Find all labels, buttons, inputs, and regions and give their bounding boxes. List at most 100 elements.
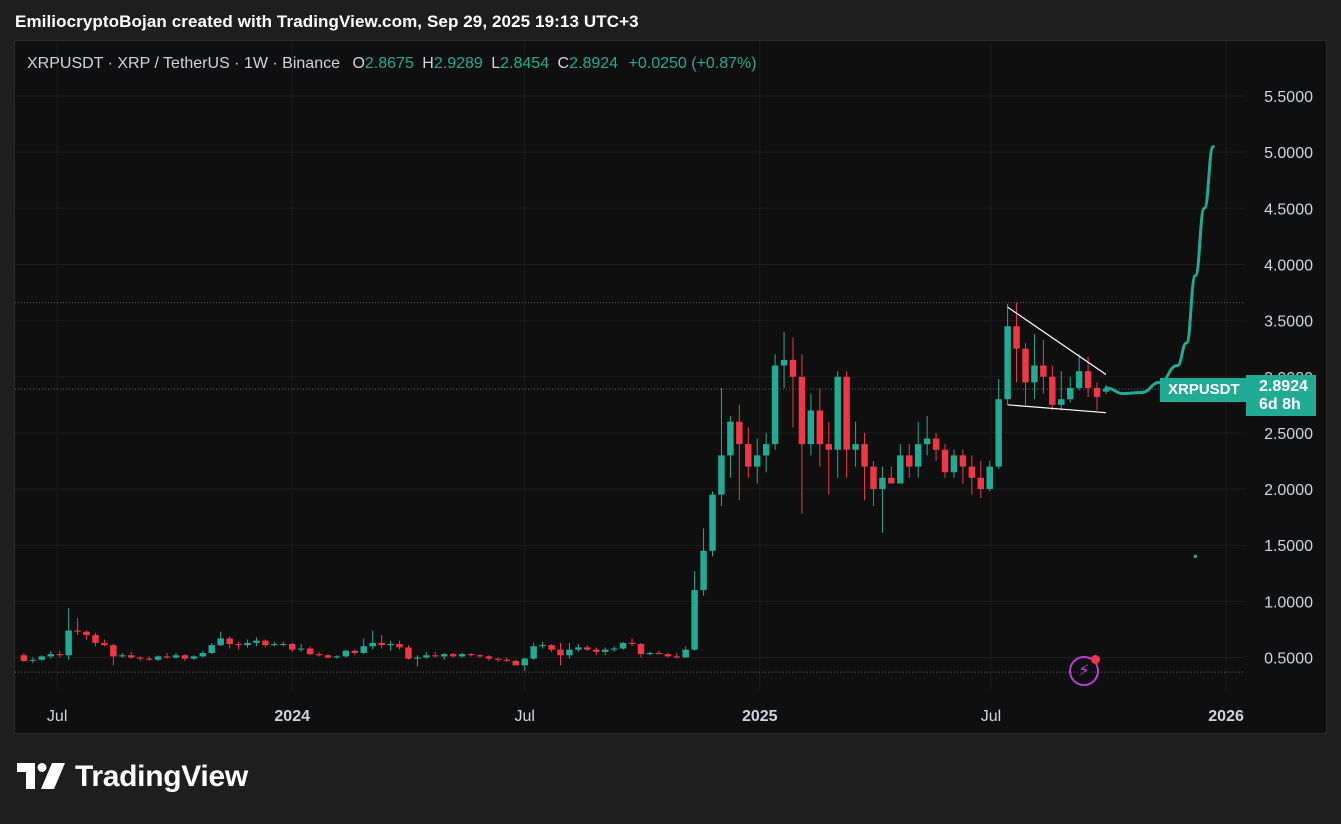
chart-caption: EmiliocryptoBojan created with TradingVi… (15, 12, 639, 31)
candle-body (163, 656, 171, 658)
candle-body (145, 658, 153, 660)
time-axis-tick-label: Jul (981, 708, 1001, 725)
candle-body (208, 645, 215, 654)
pattern-trendline (1007, 306, 1107, 375)
candle-body (521, 658, 528, 666)
candle-body (968, 466, 976, 478)
price-axis-tick-label: 2.5000 (1264, 426, 1313, 443)
time-axis-tick-label: Jul (47, 708, 67, 725)
candle-body (789, 359, 797, 377)
candle-body (986, 466, 993, 490)
price-axis-tick-label: 0.5000 (1264, 651, 1313, 668)
candle-body (709, 494, 716, 551)
candle-body (369, 642, 376, 647)
candle-body (825, 444, 832, 450)
candle-body (950, 455, 958, 473)
candle-body (593, 649, 600, 652)
candle-body (315, 654, 323, 656)
candle-body (306, 648, 314, 655)
candle-body (923, 438, 931, 445)
candle-body (762, 444, 770, 456)
candle-body (423, 655, 430, 658)
lightning-icon[interactable]: ⚡ (1069, 655, 1100, 686)
candle-body (485, 656, 493, 659)
candle-body (235, 644, 242, 646)
candle-body (432, 655, 439, 657)
price-axis-tick-label: 5.5000 (1264, 89, 1313, 106)
candle-body (83, 631, 90, 636)
candle-body (360, 646, 367, 654)
candle-body (888, 477, 895, 484)
candle-body (682, 649, 689, 658)
candle-body (879, 477, 886, 490)
legend-high-label: H (422, 55, 434, 72)
candle-body (977, 477, 985, 490)
price-axis-tick-label: 1.0000 (1264, 594, 1313, 611)
candle-body (92, 635, 99, 643)
candle-body (396, 644, 403, 648)
last-price-label: 2.8924 6d 8h (1246, 375, 1316, 416)
legend-low-value: 2.8454 (500, 55, 550, 72)
legend-low-label: L (491, 55, 501, 72)
candle-body (601, 649, 609, 652)
candle-body (566, 649, 573, 656)
time-axis-tick-label: 2024 (274, 708, 310, 725)
candle-body (297, 648, 305, 650)
candle-body (619, 642, 627, 649)
candle-body (56, 654, 63, 656)
candle-body (119, 655, 126, 657)
candle-body (539, 645, 546, 647)
candle-body (65, 630, 72, 656)
legend-close-label: C (557, 55, 570, 72)
candle-body (736, 421, 743, 445)
price-chart[interactable]: 5.50005.00004.50004.00003.50003.00002.50… (15, 41, 1328, 735)
candle-body (262, 640, 269, 646)
legend-symbol-title: XRPUSDT · XRP / TetherUS · 1W · Binance (27, 55, 340, 72)
candle-body (906, 455, 913, 467)
tradingview-wordmark: TradingView (75, 760, 248, 793)
candle-body (253, 640, 260, 643)
time-axis-tick-label: Jul (514, 708, 534, 725)
candle-body (1084, 371, 1092, 388)
candle-body (38, 656, 46, 660)
legend-change: +0.0250 (+0.87%) (628, 55, 757, 72)
candle-body (512, 660, 519, 666)
notification-dot (1091, 655, 1100, 664)
projection-curve (1104, 145, 1215, 396)
price-axis-tick-label: 2.0000 (1264, 482, 1313, 499)
candle-body (226, 638, 233, 645)
legend-open-label: O (352, 55, 365, 72)
legend-close-value: 2.8924 (569, 55, 619, 72)
candle-body (870, 466, 877, 490)
candle-body (29, 659, 37, 661)
time-axis-tick-label: 2026 (1208, 708, 1244, 725)
candle-body (673, 656, 680, 658)
candle-body (1066, 387, 1074, 400)
candle-body (1004, 326, 1011, 400)
candle-body (47, 654, 54, 657)
bar-countdown: 6d 8h (1259, 396, 1301, 413)
chart-pane[interactable]: 5.50005.00004.50004.00003.50003.00002.50… (14, 40, 1327, 734)
candle-body (324, 655, 332, 658)
candle-body (914, 444, 922, 467)
candle-body (351, 650, 359, 654)
candle-body (288, 644, 296, 650)
candle-body (637, 644, 645, 655)
candle-body (441, 654, 448, 657)
candle-body (664, 654, 672, 657)
candle-body (494, 658, 502, 660)
candle-body (280, 644, 287, 646)
candle-body (798, 376, 806, 445)
candle-body (700, 550, 707, 591)
candle-body (941, 449, 949, 473)
candle-body (181, 655, 189, 659)
candle-body (628, 642, 636, 645)
candle-body (1040, 365, 1047, 377)
price-axis-tick-label: 4.0000 (1264, 257, 1313, 274)
candle-body (718, 455, 725, 495)
candle-body (136, 657, 144, 659)
legend-high-value: 2.9289 (433, 55, 483, 72)
projection-marker-dot (1193, 554, 1198, 559)
candle-body (20, 655, 28, 661)
candle-body (449, 654, 457, 657)
